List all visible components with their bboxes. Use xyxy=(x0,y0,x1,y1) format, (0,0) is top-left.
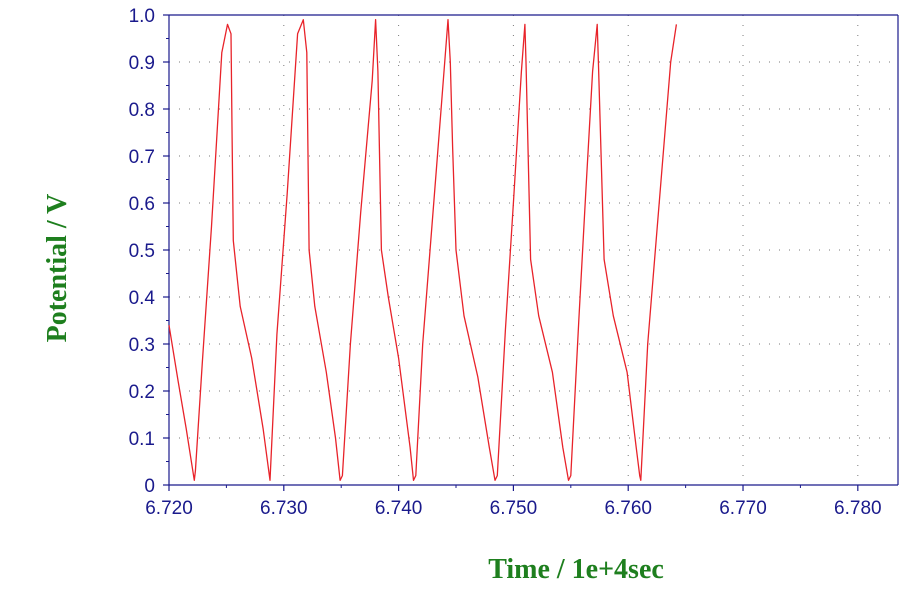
y-tick-label: 0.5 xyxy=(129,241,155,262)
y-tick-label: 0.7 xyxy=(129,147,155,168)
x-tick-label: 6.760 xyxy=(604,498,652,519)
x-axis-title: Time / 1e+4sec xyxy=(488,554,664,585)
y-tick-label: 0.1 xyxy=(129,429,155,450)
grid xyxy=(169,14,898,485)
y-tick-label: 0.6 xyxy=(129,194,155,215)
series-line xyxy=(168,19,678,481)
y-tick-label: 1.0 xyxy=(129,6,155,27)
x-tick-label: 6.730 xyxy=(260,498,308,519)
x-tick-label: 6.720 xyxy=(145,498,193,519)
series-layer xyxy=(168,19,678,481)
x-tick-label: 6.770 xyxy=(719,498,767,519)
y-tick-label: 0 xyxy=(144,476,155,497)
y-tick-label: 0.9 xyxy=(129,53,155,74)
y-tick-label: 0.4 xyxy=(129,288,156,309)
y-tick-label: 0.8 xyxy=(129,100,155,121)
plot-frame xyxy=(168,14,899,486)
x-tick-label: 6.750 xyxy=(490,498,538,519)
x-tick-label: 6.780 xyxy=(834,498,882,519)
y-tick-label: 0.2 xyxy=(129,382,155,403)
y-axis-title: Potential / V xyxy=(42,194,73,343)
x-tick-label: 6.740 xyxy=(375,498,423,519)
y-axis: 0 0.1 0.2 0.3 0.4 0.5 0.6 0.7 0.8 0.9 1.0 xyxy=(129,6,169,497)
x-axis: 6.720 6.730 6.740 6.750 6.760 6.770 6.780 xyxy=(145,485,882,519)
y-tick-label: 0.3 xyxy=(129,335,155,356)
